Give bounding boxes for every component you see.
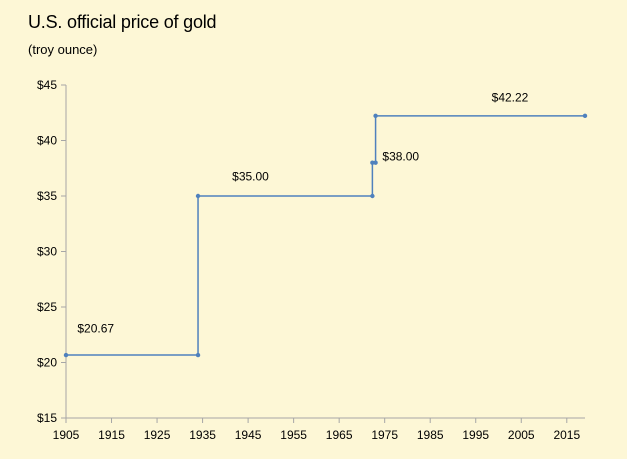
x-tick-label: 2015	[553, 428, 580, 442]
chart-subtitle: (troy ounce)	[28, 42, 98, 57]
data-point	[370, 193, 375, 199]
x-tick-label: 1925	[144, 428, 171, 442]
data-point	[195, 352, 201, 358]
x-tick-label: 1985	[417, 428, 444, 442]
x-tick-label: 1945	[235, 428, 262, 442]
data-point	[195, 193, 201, 199]
data-point	[63, 352, 69, 358]
data-point	[373, 113, 378, 119]
x-tick-label: 1995	[462, 428, 489, 442]
y-tick-label: $35	[37, 189, 57, 203]
x-tick-label: 1905	[53, 428, 80, 442]
data-label: $42.22	[492, 91, 529, 105]
y-tick-label: $30	[37, 245, 57, 259]
data-label: $20.67	[77, 322, 114, 336]
x-tick-label: 1965	[326, 428, 353, 442]
data-point	[373, 160, 378, 165]
y-tick-label: $45	[37, 78, 57, 92]
plot-area	[63, 113, 588, 358]
data-labels: $20.67 $35.00 $38.00 $42.22	[77, 91, 528, 336]
data-point	[582, 113, 588, 119]
y-tick-label: $20	[37, 356, 57, 370]
price-series-line	[66, 115, 585, 356]
x-tick-label: 1955	[280, 428, 307, 442]
y-tick-label: $15	[37, 411, 57, 425]
x-tick-label: 1935	[189, 428, 216, 442]
chart-title: U.S. official price of gold	[28, 12, 217, 32]
data-label: $38.00	[382, 149, 419, 163]
axes	[61, 84, 585, 423]
data-label: $35.00	[232, 169, 269, 183]
data-point	[370, 160, 375, 165]
tick-labels: $15 $20 $25 $30 $35 $40 $45 1905 1915 1925 1935 194…	[37, 78, 580, 442]
x-tick-label: 2005	[508, 428, 535, 442]
x-tick-label: 1915	[98, 428, 125, 442]
x-tick-label: 1975	[371, 428, 398, 442]
y-tick-label: $40	[37, 134, 57, 148]
y-tick-label: $25	[37, 300, 57, 314]
